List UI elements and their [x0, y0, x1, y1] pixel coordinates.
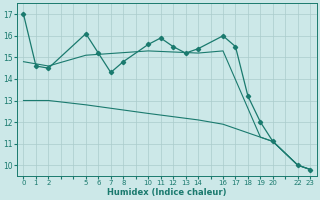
X-axis label: Humidex (Indice chaleur): Humidex (Indice chaleur): [107, 188, 227, 197]
